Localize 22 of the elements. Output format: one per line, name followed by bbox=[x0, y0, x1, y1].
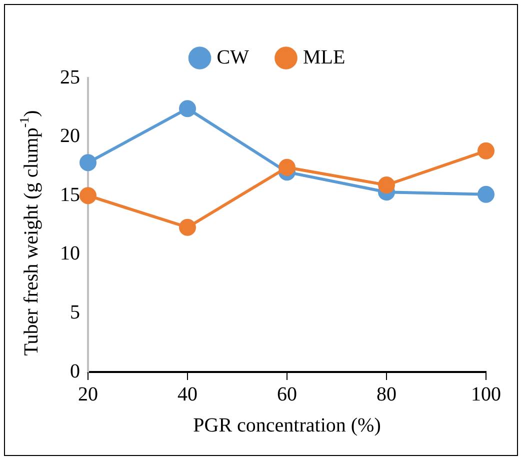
x-tick-label: 80 bbox=[376, 383, 396, 406]
point bbox=[80, 154, 96, 172]
y-tick-label: 5 bbox=[70, 301, 80, 324]
y-tick-label: 0 bbox=[70, 360, 80, 382]
point bbox=[478, 186, 494, 203]
y-axis-title: Tuber fresh weight (g clump-1) bbox=[16, 110, 42, 356]
point bbox=[179, 218, 196, 236]
point bbox=[478, 142, 494, 160]
point bbox=[378, 176, 395, 194]
y-tick-label: 20 bbox=[60, 125, 80, 148]
legend-label: CW bbox=[216, 46, 250, 68]
y-tick-label: 25 bbox=[60, 66, 80, 88]
legend-label: MLE bbox=[303, 46, 346, 68]
x-axis-title: PGR concentration (%) bbox=[193, 414, 381, 436]
x-tick-label: 60 bbox=[277, 383, 297, 406]
y-tick-label: 15 bbox=[60, 184, 80, 206]
point bbox=[278, 158, 296, 176]
y-tick-label: 10 bbox=[60, 242, 80, 265]
x-tick-label: 40 bbox=[178, 383, 198, 406]
point bbox=[179, 100, 196, 118]
x-tick-label: 100 bbox=[471, 383, 501, 406]
point bbox=[80, 187, 96, 204]
